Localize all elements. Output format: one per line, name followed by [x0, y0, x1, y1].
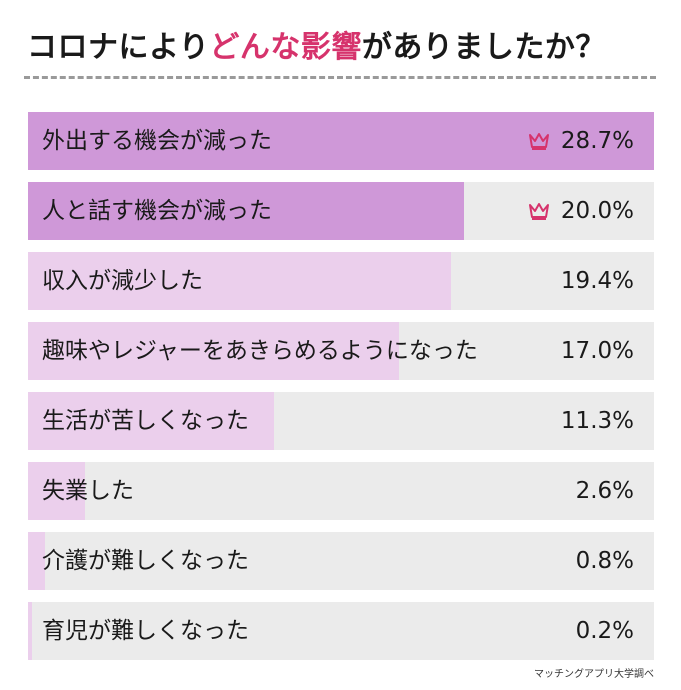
bar-row: 趣味やレジャーをあきらめるようになった 17.0% — [28, 322, 654, 380]
bar-row: 生活が苦しくなった 11.3% — [28, 392, 654, 450]
bar-label: 収入が減少した — [42, 268, 203, 294]
source-note: マッチングアプリ大学調べ — [534, 669, 654, 680]
bar-label: 失業した — [42, 478, 134, 504]
bar-fill — [28, 392, 274, 450]
bar-row: 人と話す機会が減った 20.0% — [28, 182, 654, 240]
title-part-1: コロナにより — [27, 30, 210, 65]
bar-value-label: 19.4% — [560, 268, 634, 294]
bar-value-label: 0.2% — [575, 618, 634, 644]
bar-row: 介護が難しくなった 0.8% — [28, 532, 654, 590]
chart-title: コロナによりどんな影響がありましたか？ — [27, 22, 606, 66]
bar-value-label: 20.0% — [560, 198, 634, 224]
bar-label: 外出する機会が減った — [42, 128, 272, 154]
bar-label: 趣味やレジャーをあきらめるようになった — [42, 338, 478, 364]
bar-fill — [28, 322, 399, 380]
title-highlight: どんな影響 — [209, 30, 362, 65]
dashed-divider — [24, 76, 656, 79]
bar-label: 介護が難しくなった — [42, 548, 249, 574]
bar-fill — [28, 252, 451, 310]
bar-fill — [28, 182, 464, 240]
bar-fill — [28, 532, 45, 590]
bar-value-label: 0.8% — [575, 548, 634, 574]
bar-value-label: 17.0% — [560, 338, 634, 364]
crown-icon — [529, 203, 549, 220]
bar-row: 育児が難しくなった 0.2% — [28, 602, 654, 660]
bar-value-label: 2.6% — [575, 478, 634, 504]
title-part-2: がありましたか？ — [361, 30, 606, 65]
bar-label: 生活が苦しくなった — [42, 408, 249, 434]
bar-label: 育児が難しくなった — [42, 618, 249, 644]
bar-fill — [28, 602, 32, 660]
crown-icon — [529, 133, 549, 150]
bar-value-label: 11.3% — [560, 408, 634, 434]
bar-row: 収入が減少した 19.4% — [28, 252, 654, 310]
bar-fill — [28, 462, 85, 520]
bar-value-label: 28.7% — [560, 128, 634, 154]
bar-label: 人と話す機会が減った — [42, 198, 272, 224]
bar-fill — [28, 112, 654, 170]
bar-row: 失業した 2.6% — [28, 462, 654, 520]
bar-row: 外出する機会が減った 28.7% — [28, 112, 654, 170]
